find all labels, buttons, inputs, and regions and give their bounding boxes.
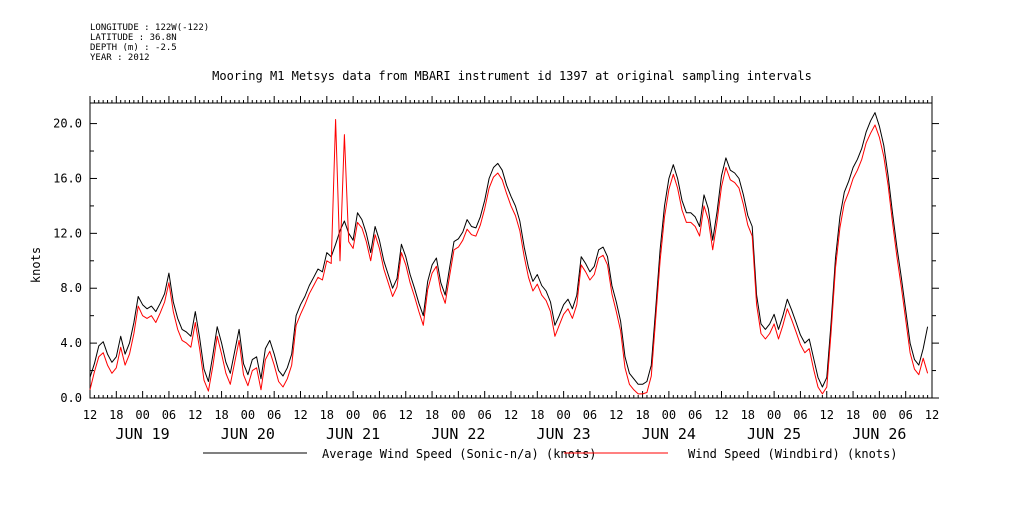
x-hour-label: 06 <box>688 408 702 422</box>
x-hour-label: 18 <box>635 408 649 422</box>
x-hour-label: 00 <box>662 408 676 422</box>
header-latitude: LATITUDE : 36.8N <box>90 33 177 43</box>
x-hour-label: 06 <box>898 408 912 422</box>
x-hour-label: 12 <box>399 408 413 422</box>
x-hour-label: 06 <box>267 408 281 422</box>
x-hour-label: 06 <box>162 408 176 422</box>
x-hour-label: 18 <box>214 408 228 422</box>
x-hour-label: 18 <box>109 408 123 422</box>
series-line-windbird <box>89 119 929 395</box>
x-day-label: JUN 24 <box>642 425 696 443</box>
y-tick-label: 16.0 <box>53 171 82 185</box>
x-hour-label: 12 <box>504 408 518 422</box>
legend-label-sonic: Average Wind Speed (Sonic-n/a) (knots) <box>322 447 597 461</box>
x-hour-label: 18 <box>846 408 860 422</box>
x-day-label: JUN 20 <box>221 425 275 443</box>
x-hour-label: 12 <box>609 408 623 422</box>
x-day-label: JUN 21 <box>326 425 380 443</box>
axis-ticks <box>89 96 939 399</box>
y-tick-label: 0.0 <box>60 391 82 405</box>
x-hour-label: 00 <box>135 408 149 422</box>
x-day-labels: JUN 19 JUN 20 JUN 21 JUN 22 JUN 23 JUN 24 JUN … <box>116 425 907 443</box>
x-hour-label: 18 <box>425 408 439 422</box>
x-day-label: JUN 26 <box>852 425 906 443</box>
location-header: LONGITUDE : 122W(-122) LATITUDE : 36.8N … <box>90 23 209 63</box>
header-longitude: LONGITUDE : 122W(-122) <box>90 23 209 33</box>
legend-label-windbird: Wind Speed (Windbird) (knots) <box>688 447 898 461</box>
series-line-sonic <box>89 112 929 388</box>
y-tick-label: 12.0 <box>53 226 82 240</box>
header-depth: DEPTH (m) : -2.5 <box>90 43 177 53</box>
plot-frame <box>89 102 933 399</box>
y-tick-label: 20.0 <box>53 117 82 131</box>
data-series <box>89 112 929 395</box>
header-year: YEAR : 2012 <box>90 53 150 63</box>
x-day-label: JUN 19 <box>116 425 170 443</box>
x-hour-label: 00 <box>556 408 570 422</box>
x-hour-label: 00 <box>451 408 465 422</box>
x-hour-label: 12 <box>293 408 307 422</box>
y-tick-label: 8.0 <box>60 281 82 295</box>
x-hour-label: 00 <box>767 408 781 422</box>
x-hour-label: 12 <box>925 408 939 422</box>
x-hour-label: 00 <box>872 408 886 422</box>
legend: Average Wind Speed (Sonic-n/a) (knots) W… <box>203 447 898 461</box>
y-axis-label: knots <box>29 247 43 283</box>
x-hour-label: 12 <box>188 408 202 422</box>
x-hour-label: 12 <box>820 408 834 422</box>
x-hour-label: 12 <box>714 408 728 422</box>
x-hour-label: 06 <box>477 408 491 422</box>
x-hour-label: 06 <box>583 408 597 422</box>
x-hour-labels: 12 18 00 06 12 18 00 06 12 18 00 06 12 18 00 06 12 18 00 06… <box>83 408 939 422</box>
x-hour-label: 00 <box>241 408 255 422</box>
y-tick-labels: 0.0 4.0 8.0 12.0 16.0 20.0 <box>53 117 82 405</box>
x-day-label: JUN 23 <box>537 425 591 443</box>
x-day-label: JUN 25 <box>747 425 801 443</box>
x-hour-label: 18 <box>320 408 334 422</box>
x-hour-label: 06 <box>372 408 386 422</box>
x-hour-label: 12 <box>83 408 97 422</box>
x-hour-label: 00 <box>346 408 360 422</box>
x-day-label: JUN 22 <box>431 425 485 443</box>
chart-title: Mooring M1 Metsys data from MBARI instru… <box>212 69 812 83</box>
x-hour-label: 18 <box>530 408 544 422</box>
y-tick-label: 4.0 <box>60 336 82 350</box>
x-hour-label: 06 <box>793 408 807 422</box>
x-hour-label: 18 <box>741 408 755 422</box>
